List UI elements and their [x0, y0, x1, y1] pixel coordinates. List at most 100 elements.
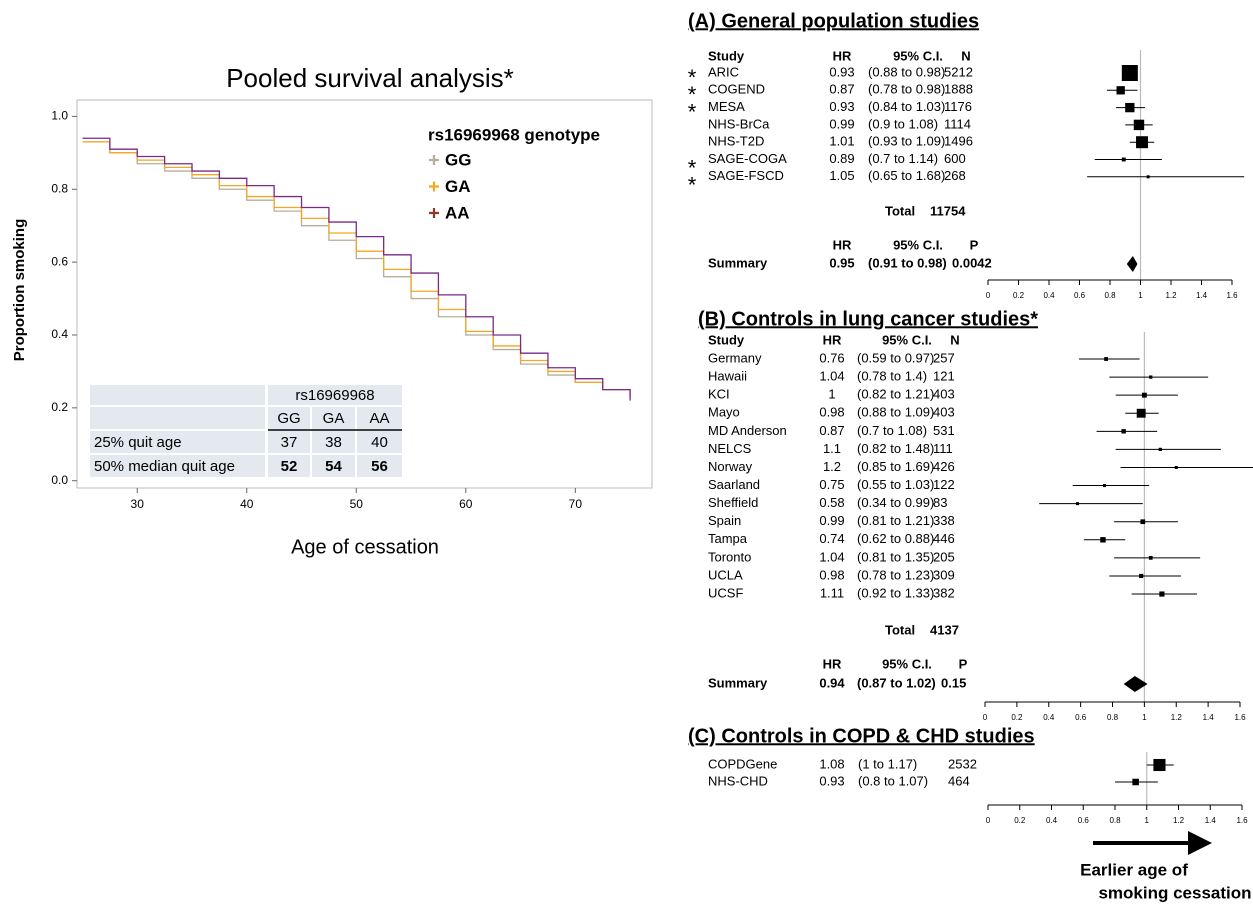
- n-value: 5212: [944, 64, 973, 79]
- table-value: 54: [325, 458, 342, 475]
- hr-value: 1.1: [823, 441, 841, 456]
- study-name: Germany: [708, 350, 762, 365]
- ci-label: (0.78 to 0.98): [868, 82, 945, 97]
- ci-label: (0.59 to 0.97): [857, 350, 934, 365]
- hr-value: 0.87: [819, 423, 844, 438]
- table-row-label: 25% quit age: [94, 434, 182, 451]
- x-tick-label: 0: [983, 713, 988, 722]
- hr-value: 0.74: [819, 531, 844, 546]
- hr-square: [1125, 102, 1135, 113]
- hr-square: [1116, 86, 1125, 95]
- hr-value: 0.93: [829, 99, 854, 114]
- hr-square: [1146, 175, 1150, 179]
- legend-label: AA: [445, 203, 470, 222]
- table-column-header: AA: [369, 410, 389, 427]
- study-name: ARIC: [708, 64, 739, 79]
- table-cell: [312, 431, 355, 453]
- table-cell: [268, 407, 310, 429]
- total-value: 11754: [930, 203, 966, 218]
- x-tick-label: 0.8: [1107, 713, 1119, 722]
- hr-value: 0.98: [819, 567, 844, 582]
- hr-square: [1153, 758, 1166, 772]
- ci-label: (0.34 to 0.99): [857, 495, 934, 510]
- study-name: KCI: [708, 387, 730, 402]
- table-value: 38: [325, 434, 342, 451]
- x-tick-label: 1.6: [1234, 713, 1246, 722]
- table-column-header: GA: [323, 410, 345, 427]
- x-tick-label: 1.6: [1226, 291, 1238, 300]
- ci-label: (0.88 to 1.09): [857, 405, 934, 420]
- y-axis-label: Proportion smoking: [11, 219, 28, 362]
- n-value: 1888: [944, 82, 973, 97]
- flag: *: [688, 99, 697, 124]
- ci-label: (0.81 to 1.35): [857, 549, 934, 564]
- ci-label: (0.8 to 1.07): [858, 773, 928, 788]
- ci-label: (0.62 to 0.88): [857, 531, 934, 546]
- study-name: UCLA: [708, 567, 743, 582]
- x-tick-label: 60: [459, 497, 473, 511]
- survival-curve: [82, 137, 631, 401]
- n-value: 531: [933, 423, 955, 438]
- ci-label: (0.7 to 1.08): [857, 423, 927, 438]
- legend-label: GG: [445, 150, 471, 169]
- study-name: Toronto: [708, 549, 751, 564]
- table-value: 37: [281, 434, 298, 451]
- ci-label: (0.81 to 1.21): [857, 513, 934, 528]
- hr-square: [1136, 408, 1146, 418]
- x-tick-label: 0.4: [1043, 713, 1055, 722]
- study-name: COGEND: [708, 82, 765, 97]
- x-tick-label: 0.2: [1013, 291, 1025, 300]
- hr-value: 1.04: [819, 549, 844, 564]
- x-tick-label: 0.6: [1075, 713, 1087, 722]
- table-cell: [90, 407, 265, 429]
- summary-hr: 0.94: [819, 675, 845, 690]
- legend-title: rs16969968 genotype: [428, 125, 600, 144]
- y-tick-label: 1.0: [51, 109, 68, 123]
- table-cell: [357, 455, 402, 477]
- summary-p: 0.0042: [952, 255, 992, 270]
- hr-square: [1140, 519, 1146, 525]
- summary-label: Summary: [708, 675, 768, 690]
- hr-value: 0.99: [819, 513, 844, 528]
- hr-value: 0.87: [829, 82, 854, 97]
- x-tick-label: 1: [1145, 816, 1150, 825]
- legend-marker: [429, 181, 439, 192]
- table-cell: [312, 455, 355, 477]
- x-tick-label: 0: [986, 291, 991, 300]
- annotation: smoking cessation: [1098, 883, 1251, 902]
- n-value: 446: [933, 531, 955, 546]
- hr-square: [1121, 157, 1126, 162]
- ci-label: (0.7 to 1.14): [868, 151, 938, 166]
- panel-title: (B) Controls in lung cancer studies*: [698, 308, 1038, 330]
- y-tick-label: 0.6: [51, 254, 68, 268]
- table-cell: [357, 407, 402, 429]
- table-cell: [268, 431, 310, 453]
- n-value: 268: [944, 168, 966, 183]
- x-tick-label: 1.2: [1173, 816, 1185, 825]
- column-header: 95% C.I.: [893, 48, 943, 63]
- hr-square: [1148, 556, 1153, 560]
- summary-column-header: P: [970, 237, 979, 252]
- hr-square: [1104, 357, 1109, 361]
- ci-label: (0.93 to 1.09): [868, 134, 945, 149]
- hr-value: 0.58: [819, 495, 844, 510]
- column-header: N: [950, 332, 959, 347]
- y-tick-label: 0.8: [51, 181, 68, 195]
- table-column-header: GG: [277, 410, 300, 427]
- x-tick-label: 1.4: [1205, 816, 1217, 825]
- ci-label: (0.85 to 1.69): [857, 459, 934, 474]
- column-header: HR: [833, 48, 852, 63]
- legend-label: GA: [445, 177, 471, 196]
- summary-label: Summary: [708, 255, 768, 270]
- hr-value: 1.2: [823, 459, 841, 474]
- summary-column-header: 95% C.I.: [893, 237, 943, 252]
- hr-value: 0.93: [819, 773, 844, 788]
- x-tick-label: 0.6: [1074, 291, 1086, 300]
- hr-square: [1133, 119, 1145, 131]
- table-cell: [268, 455, 310, 477]
- study-name: Mayo: [708, 405, 740, 420]
- hr-square: [1121, 429, 1126, 434]
- table-cell: [90, 385, 265, 405]
- hr-square: [1139, 573, 1144, 579]
- x-tick-label: 1: [1142, 713, 1147, 722]
